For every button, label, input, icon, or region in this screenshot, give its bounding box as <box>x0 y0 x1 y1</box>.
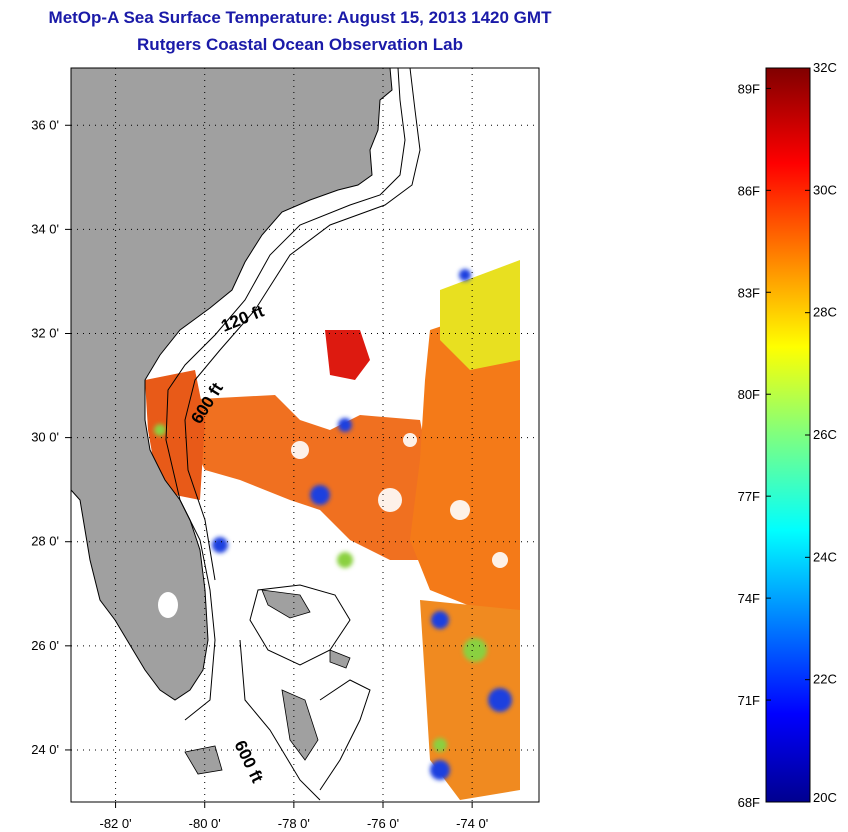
sst-yellow-patch-northeast <box>440 260 520 370</box>
celsius-tick-label: 32C <box>813 60 837 75</box>
map-title: MetOp-A Sea Surface Temperature: August … <box>48 8 552 27</box>
lon-tick-label: -80 0' <box>189 816 221 831</box>
lon-tick-label: -78 0' <box>278 816 310 831</box>
fahrenheit-tick-label: 89F <box>738 81 760 96</box>
celsius-tick-label: 26C <box>813 427 837 442</box>
sst-cloud-gaps <box>244 433 508 568</box>
colorbar: 32C 30C 28C 26C 24C 22C 20C 89F 86F 83F 80F 77F 74F 7… <box>738 60 837 810</box>
colorbar-ticks: 32C 30C 28C 26C 24C 22C 20C 89F 86F 83F 80F 77F 74F 7… <box>738 60 837 810</box>
colorbar-gradient <box>765 67 811 803</box>
celsius-tick-label: 24C <box>813 549 837 564</box>
map-frame <box>70 67 540 803</box>
fahrenheit-tick-label: 74F <box>738 591 760 606</box>
sst-coastal-patch <box>145 370 205 500</box>
bahamas-islands <box>184 589 351 775</box>
lat-tick-label: 24 0' <box>31 742 59 757</box>
celsius-tick-label: 20C <box>813 790 837 805</box>
lat-tick-label: 32 0' <box>31 325 59 340</box>
bathymetry-contours <box>165 68 421 801</box>
fahrenheit-tick-label: 71F <box>738 693 760 708</box>
lat-tick-label: 26 0' <box>31 638 59 653</box>
sst-warm-patch-east <box>410 300 520 620</box>
lon-tick-label: -82 0' <box>100 816 132 831</box>
map-axis-ticks: -82 0' -80 0' -78 0' -76 0' -74 0' 36 0' 34 0'… <box>31 117 488 831</box>
sst-warm-patch-central <box>180 395 470 560</box>
fahrenheit-tick-label: 77F <box>738 489 760 504</box>
celsius-tick-label: 28C <box>813 305 837 320</box>
map-content: 120 ft 600 ft 600 ft <box>71 68 539 802</box>
lon-tick-label: -74 0' <box>456 816 488 831</box>
fahrenheit-tick-label: 86F <box>738 183 760 198</box>
celsius-tick-label: 30C <box>813 182 837 197</box>
lat-tick-label: 34 0' <box>31 221 59 236</box>
lon-tick-label: -76 0' <box>367 816 399 831</box>
sst-cool-fringes <box>212 269 512 780</box>
map-subtitle: Rutgers Coastal Ocean Observation Lab <box>137 35 463 54</box>
sst-green-patches <box>154 424 487 752</box>
fahrenheit-tick-label: 83F <box>738 285 760 300</box>
lat-tick-label: 30 0' <box>31 430 59 445</box>
fahrenheit-tick-label: 80F <box>738 387 760 402</box>
celsius-tick-label: 22C <box>813 672 837 687</box>
fahrenheit-tick-label: 68F <box>738 795 760 810</box>
lake-okeechobee <box>158 592 178 618</box>
lat-tick-label: 28 0' <box>31 534 59 549</box>
lat-tick-label: 36 0' <box>31 117 59 132</box>
sst-red-patch <box>325 330 370 380</box>
sst-data-layer <box>145 260 520 800</box>
us-east-coast-landmass <box>71 68 393 701</box>
sst-south-patch <box>420 600 520 800</box>
graticule <box>71 68 539 802</box>
